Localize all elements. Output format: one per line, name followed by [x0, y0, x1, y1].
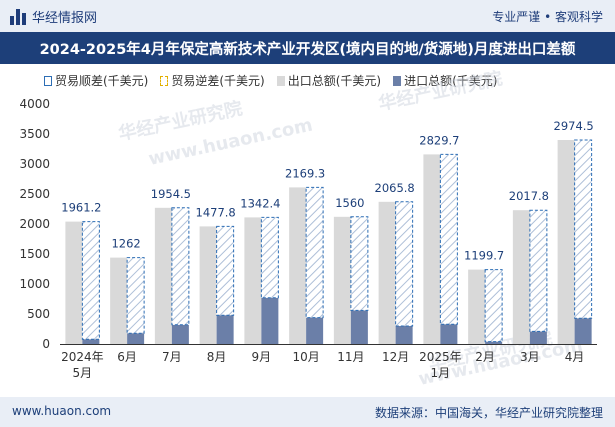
footer-site: www.huaon.com: [12, 404, 112, 418]
legend-deficit: 贸易逆差(千美元): [160, 72, 265, 89]
legend-import-swatch: [393, 75, 402, 86]
data-label: 1262: [111, 237, 140, 251]
legend-deficit-label: 贸易逆差(千美元): [171, 74, 265, 88]
surplus-bar: [350, 216, 369, 311]
y-tick-label: 2000: [19, 217, 50, 231]
x-tick-label: 10月: [292, 350, 319, 364]
x-tick-label: 3月: [520, 350, 540, 364]
x-tick-label: 9月: [252, 350, 272, 364]
export-bar: [512, 210, 530, 344]
import-bar: [350, 310, 368, 344]
export-bar: [378, 201, 396, 344]
chart-legend: 贸易顺差(千美元) 贸易逆差(千美元) 出口总额(千美元) 进口总额(千美元): [44, 72, 510, 89]
y-tick-label: 500: [27, 307, 50, 321]
surplus-bar: [395, 201, 414, 327]
y-tick-label: 0: [42, 337, 50, 351]
export-bar: [289, 187, 307, 344]
export-bar: [154, 207, 172, 344]
title-bar: 2024-2025年4月年保定高新技术产业开发区(境内目的地/货源地)月度进出口…: [0, 32, 615, 64]
surplus-bar: [260, 216, 279, 299]
y-tick-label: 3500: [19, 127, 50, 141]
x-tick-label: 2月: [475, 350, 495, 364]
data-label: 2017.8: [509, 189, 549, 203]
legend-export-label: 出口总额(千美元): [287, 74, 382, 88]
export-bar: [65, 221, 83, 344]
export-bar: [110, 257, 128, 344]
data-label: 2829.7: [419, 133, 459, 147]
bar-chart: 华经产业研究院华经产业研究院华经产业研究院www.huaon.comwww.hu…: [19, 67, 597, 390]
y-tick-label: 1000: [19, 277, 50, 291]
export-bar: [423, 154, 441, 344]
y-tick-label: 3000: [19, 157, 50, 171]
data-label: 1954.5: [151, 187, 191, 201]
x-tick-label: 4月: [565, 350, 585, 364]
import-bar: [485, 341, 503, 344]
import-bar: [216, 315, 234, 344]
brand: 华经情报网: [10, 7, 97, 26]
data-label: 2065.8: [375, 181, 415, 195]
y-tick-label: 4000: [19, 97, 50, 111]
surplus-bar: [529, 209, 548, 332]
brand-logo-icon: [10, 8, 26, 25]
data-label: 2974.5: [554, 119, 594, 133]
import-bar: [306, 317, 324, 344]
surplus-bar: [305, 186, 324, 319]
x-tick-label: 11月: [337, 350, 364, 364]
data-label: 1477.8: [196, 205, 236, 219]
import-bar: [529, 331, 547, 344]
surplus-bar: [484, 269, 503, 343]
surplus-bar: [126, 257, 145, 334]
import-bar: [261, 297, 279, 344]
x-tick-label: 2024年: [61, 350, 104, 364]
surplus-bar: [171, 207, 190, 326]
y-tick-label: 1500: [19, 247, 50, 261]
x-tick-label: 1月: [431, 366, 451, 380]
export-bar: [468, 269, 486, 344]
legend-surplus-swatch: [44, 75, 52, 86]
legend-surplus-label: 贸易顺差(千美元): [55, 74, 149, 88]
x-tick-label: 2025年: [419, 350, 462, 364]
slogan: 专业严谨 • 客观科学: [492, 10, 603, 24]
data-label: 1961.2: [61, 201, 101, 215]
legend-deficit-swatch: [160, 75, 169, 86]
export-bar: [199, 226, 217, 344]
surplus-bar: [574, 139, 593, 319]
import-bar: [82, 339, 100, 344]
x-tick-label: 6月: [117, 350, 137, 364]
y-tick-label: 2500: [19, 187, 50, 201]
legend-export-swatch: [276, 75, 285, 86]
import-bar: [127, 333, 145, 344]
footer-source: 数据来源：中国海关，华经产业研究院整理: [374, 406, 603, 420]
export-bar: [333, 216, 351, 344]
chart-title: 2024-2025年4月年保定高新技术产业开发区(境内目的地/货源地)月度进出口…: [39, 42, 576, 58]
import-bar: [574, 318, 592, 344]
legend-import: 进口总额(千美元): [393, 72, 498, 89]
data-label: 2169.3: [285, 166, 325, 180]
data-label: 1342.4: [240, 196, 280, 210]
data-label: 1560: [335, 196, 364, 210]
brand-name: 华经情报网: [32, 11, 98, 26]
import-bar: [395, 326, 413, 344]
data-label: 1199.7: [464, 249, 504, 263]
footer: www.huaon.com 数据来源：中国海关，华经产业研究院整理: [0, 397, 615, 427]
x-tick-label: 8月: [207, 350, 227, 364]
import-bar: [440, 324, 458, 344]
top-bar: 华经情报网 专业严谨 • 客观科学: [0, 0, 615, 32]
x-tick-label: 12月: [382, 350, 409, 364]
watermark-text: 华经产业研究院: [376, 67, 504, 115]
surplus-bar: [216, 225, 235, 316]
x-tick-label: 7月: [162, 350, 182, 364]
surplus-bar: [439, 153, 458, 325]
x-tick-label: 5月: [73, 366, 93, 380]
import-bar: [171, 324, 189, 344]
export-bar: [244, 217, 262, 344]
surplus-bar: [81, 221, 100, 340]
legend-surplus: 贸易顺差(千美元): [44, 72, 148, 89]
export-bar: [557, 140, 575, 344]
legend-export: 出口总额(千美元): [276, 72, 382, 89]
legend-import-label: 进口总额(千美元): [404, 74, 498, 88]
